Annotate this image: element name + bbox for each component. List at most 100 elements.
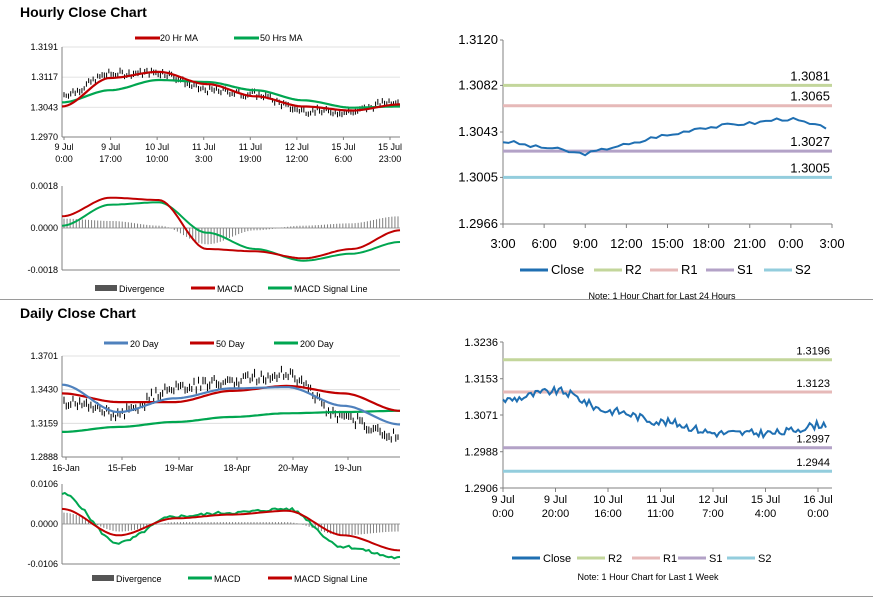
hourly-xtick-label-time: 10:00 — [146, 154, 169, 164]
hourly-xtick-label-date: 11 Jul — [239, 142, 262, 152]
daily-levels-xtick-label-date: 9 Jul — [491, 494, 514, 506]
hourly-legend-signal-label: MACD Signal Line — [294, 284, 368, 294]
daily-price-ytick-label: 1.3430 — [30, 385, 58, 395]
hourly-levels-close-line — [502, 116, 827, 157]
daily-20day-ma-line — [61, 383, 401, 426]
hourly-xtick-label-time: 0:00 — [55, 154, 73, 164]
hourly-xtick-label-date: 12 Jul — [285, 142, 309, 152]
daily-price-ytick-label: 1.2888 — [30, 452, 58, 462]
hourly-xtick-label-date: 11 Jul — [192, 142, 215, 152]
daily-chart-title: Daily Close Chart — [20, 305, 136, 321]
hourly-xtick-label-time: 12:00 — [286, 154, 309, 164]
daily-levels-level-label-r1: 1.3123 — [796, 378, 830, 390]
daily-price-ytick-label: 1.3701 — [30, 351, 58, 361]
hourly-levels-legend-r2-label: R2 — [625, 262, 642, 277]
section-divider — [0, 299, 873, 300]
hourly-legend-macd-label: MACD — [217, 284, 244, 294]
daily-levels-xtick-label-time: 0:00 — [807, 508, 828, 520]
hourly-levels-xtick-label: 9:00 — [573, 236, 598, 251]
daily-levels-xtick-label-time: 0:00 — [492, 508, 513, 520]
daily-levels-xtick-label-date: 11 Jul — [646, 494, 675, 506]
hourly-price-ytick-label: 1.2970 — [30, 132, 58, 142]
hourly-legend-divergence-label: Divergence — [119, 284, 165, 294]
daily-levels-ytick-label: 1.2906 — [464, 483, 498, 495]
daily-levels-legend-s1-label: S1 — [709, 553, 722, 565]
daily-xtick-label: 16-Jan — [52, 463, 80, 473]
hourly-levels-legend-s2-label: S2 — [795, 262, 811, 277]
hourly-20hr-ma-line — [61, 70, 401, 112]
hourly-levels-xtick-label: 0:00 — [778, 236, 803, 251]
daily-levels-note: Note: 1 Hour Chart for Last 1 Week — [578, 572, 719, 582]
hourly-levels-legend-close-label: Close — [551, 262, 584, 277]
daily-xtick-label: 20-May — [278, 463, 309, 473]
daily-legend-50day-label: 50 Day — [216, 339, 245, 349]
daily-levels-ytick-label: 1.3153 — [464, 374, 498, 386]
hourly-levels-xtick-label: 12:00 — [610, 236, 643, 251]
daily-levels-xtick-label-date: 15 Jul — [751, 494, 780, 506]
hourly-macd-ytick-label: 0.0000 — [30, 223, 58, 233]
daily-levels-level-label-r2: 1.3196 — [796, 346, 830, 358]
daily-macd-ytick-label: 0.0000 — [30, 519, 58, 529]
daily-levels-xtick-label-date: 16 Jul — [803, 494, 832, 506]
hourly-levels-level-label-r1: 1.3065 — [790, 89, 830, 104]
daily-levels-xtick-label-time: 20:00 — [542, 508, 570, 520]
daily-legend-divergence-label: Divergence — [116, 574, 162, 584]
hourly-xtick-label-date: 9 Jul — [54, 142, 73, 152]
daily-levels-xtick-label-date: 9 Jul — [544, 494, 567, 506]
daily-legend-200day-label: 200 Day — [300, 339, 334, 349]
hourly-price-ytick-label: 1.3191 — [30, 42, 58, 52]
daily-legend-signal-label: MACD Signal Line — [294, 574, 368, 584]
daily-levels-close-line — [502, 384, 827, 440]
hourly-legend-divergence-swatch — [95, 285, 117, 291]
hourly-macd-line — [61, 196, 401, 260]
hourly-xtick-label-time: 19:00 — [239, 154, 262, 164]
hourly-macd-ytick-label: 0.0018 — [30, 181, 58, 191]
hourly-xtick-label-time: 17:00 — [99, 154, 122, 164]
hourly-levels-legend-r1-label: R1 — [681, 262, 698, 277]
daily-levels-level-label-s1: 1.2997 — [796, 434, 830, 446]
daily-macd-ytick-label: 0.0106 — [30, 479, 58, 489]
daily-levels-xtick-label-time: 16:00 — [594, 508, 622, 520]
daily-levels-ytick-label: 1.3071 — [464, 410, 498, 422]
daily-levels-xtick-label-date: 12 Jul — [698, 494, 727, 506]
hourly-levels-legend-s1-label: S1 — [737, 262, 753, 277]
hourly-xtick-label-time: 6:00 — [335, 154, 353, 164]
daily-macd-signal-line — [61, 507, 401, 552]
hourly-xtick-label-date: 10 Jul — [145, 142, 169, 152]
daily-levels-level-label-s2: 1.2944 — [796, 457, 830, 469]
hourly-levels-xtick-label: 21:00 — [733, 236, 766, 251]
daily-levels-ytick-label: 1.3236 — [464, 337, 498, 349]
daily-macd-line — [61, 491, 401, 560]
hourly-legend-20hr-label: 20 Hr MA — [160, 33, 198, 43]
hourly-macd-signal-line — [61, 201, 401, 262]
hourly-levels-ytick-label: 1.3120 — [458, 32, 498, 47]
hourly-xtick-label-time: 23:00 — [379, 154, 402, 164]
hourly-levels-xtick-label: 3:00 — [819, 236, 844, 251]
hourly-levels-level-label-s2: 1.3005 — [790, 160, 830, 175]
hourly-xtick-label-date: 15 Jul — [331, 142, 355, 152]
daily-xtick-label: 15-Feb — [108, 463, 137, 473]
bottom-divider — [0, 596, 873, 597]
hourly-50hr-ma-line — [61, 78, 400, 109]
daily-legend-divergence-swatch — [92, 575, 114, 581]
daily-levels-xtick-label-time: 11:00 — [647, 508, 674, 520]
daily-xtick-label: 18-Apr — [223, 463, 250, 473]
hourly-levels-ytick-label: 1.2966 — [458, 216, 498, 231]
daily-price-ytick-label: 1.3159 — [30, 418, 58, 428]
daily-legend-macd-label: MACD — [214, 574, 241, 584]
hourly-xtick-label-date: 15 Jul — [378, 142, 402, 152]
hourly-legend-50hr-label: 50 Hrs MA — [260, 33, 303, 43]
daily-xtick-label: 19-Jun — [334, 463, 362, 473]
daily-50day-ma-line — [61, 384, 401, 412]
hourly-xtick-label-date: 9 Jul — [101, 142, 120, 152]
daily-200day-ma-line — [62, 409, 400, 433]
hourly-levels-ytick-label: 1.3043 — [458, 124, 498, 139]
daily-levels-legend-r2-label: R2 — [608, 553, 622, 565]
daily-levels-ytick-label: 1.2988 — [464, 447, 498, 459]
hourly-levels-ytick-label: 1.3082 — [458, 77, 498, 92]
hourly-price-ytick-label: 1.3117 — [31, 72, 58, 82]
hourly-levels-xtick-label: 15:00 — [651, 236, 684, 251]
daily-xtick-label: 19-Mar — [165, 463, 194, 473]
daily-levels-legend-r1-label: R1 — [663, 553, 677, 565]
daily-legend-20day-label: 20 Day — [130, 339, 159, 349]
